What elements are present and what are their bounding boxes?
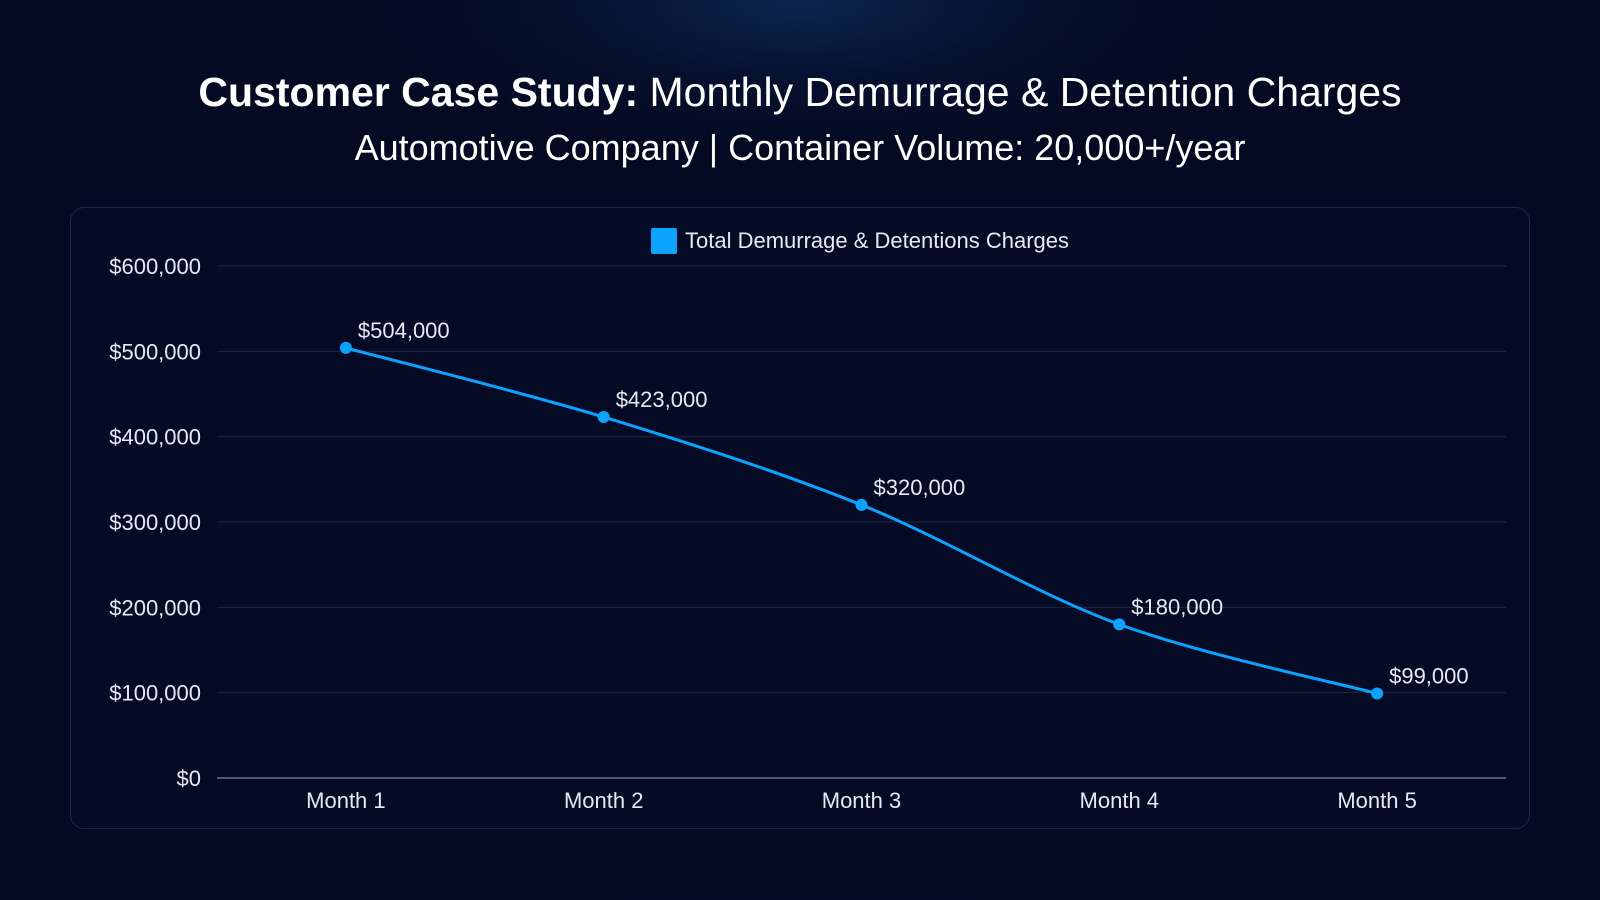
data-point [855, 498, 868, 511]
y-tick-label: $500,000 [109, 339, 201, 364]
data-point [339, 341, 352, 354]
series [339, 341, 1384, 700]
data-point [1371, 687, 1384, 700]
legend-swatch [651, 228, 678, 254]
title-block: Customer Case Study: Monthly Demurrage &… [0, 64, 1600, 173]
data-point [597, 411, 610, 424]
series-line [344, 346, 1379, 696]
chart-title-bold: Customer Case Study: [198, 69, 639, 115]
chart-card [70, 207, 1530, 829]
data-labels: $504,000 $423,000 $320,000 $180,000 $99,000 [358, 318, 1469, 689]
data-label: $320,000 [874, 475, 966, 500]
x-tick-label: Month 5 [1337, 788, 1417, 813]
chart-title: Customer Case Study: Monthly Demurrage &… [0, 64, 1600, 120]
y-tick-label: $100,000 [109, 681, 201, 706]
data-label: $423,000 [616, 387, 708, 412]
chart-title-rest: Monthly Demurrage & Detention Charges [638, 69, 1402, 115]
data-label: $99,000 [1389, 664, 1469, 689]
gridlines [217, 265, 1506, 694]
y-tick-label: $200,000 [109, 595, 201, 620]
data-label: $180,000 [1131, 594, 1223, 619]
legend-label: Total Demurrage & Detentions Charges [685, 228, 1069, 253]
y-tick-label: $300,000 [109, 510, 201, 535]
y-tick-label: $0 [177, 766, 201, 791]
x-tick-label: Month 2 [564, 788, 644, 813]
y-tick-label: $600,000 [109, 254, 201, 279]
x-tick-label: Month 4 [1080, 788, 1160, 813]
axes: $600,000 $500,000 $400,000 $300,000 $200,000… [109, 254, 1506, 813]
chart-subtitle: Automotive Company | Container Volume: 2… [354, 127, 1246, 168]
x-tick-label: Month 1 [306, 788, 386, 813]
x-tick-label: Month 3 [822, 788, 902, 813]
data-point [1113, 618, 1126, 631]
data-label: $504,000 [358, 318, 450, 343]
chart-legend: Total Demurrage & Detentions Charges [0, 226, 1600, 256]
y-tick-label: $400,000 [109, 425, 201, 450]
